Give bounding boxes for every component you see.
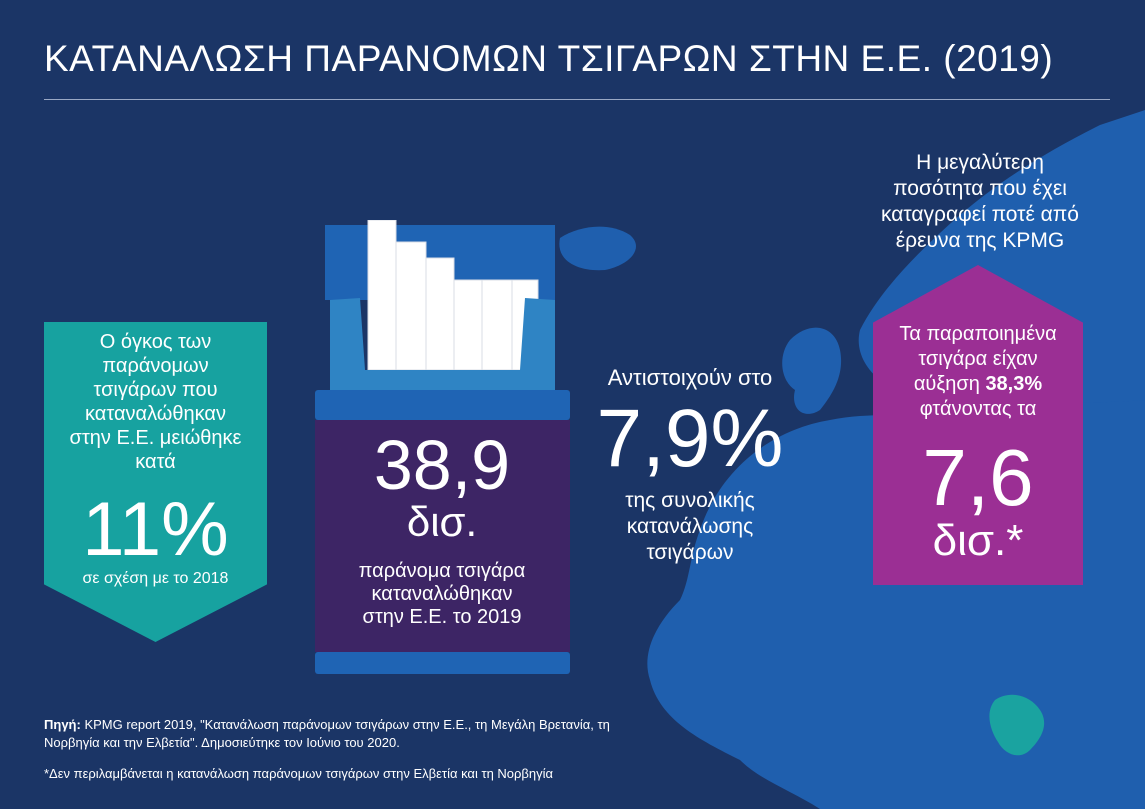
- source-text: KPMG report 2019, "Κατανάλωση παράνομων …: [44, 717, 610, 750]
- cigarette-pack-illustration: [315, 220, 570, 674]
- purple-line-2: τσιγάρα είχαν: [918, 348, 1038, 370]
- iceland-shape: [559, 226, 636, 271]
- source-note: Πηγή: KPMG report 2019, "Κατανάλωση παρά…: [44, 716, 664, 752]
- middle-bottom-text: της συνολικής κατανάλωσης τσιγάρων: [625, 489, 755, 564]
- purple-unit: δισ.*: [932, 516, 1024, 565]
- footnote: *Δεν περιλαμβάνεται η κατανάλωση παράνομ…: [44, 766, 554, 781]
- pack-unit: δισ.: [406, 498, 478, 545]
- title-divider: [44, 99, 1110, 100]
- purple-line-1: Τα παραποιημένα: [899, 323, 1057, 345]
- teal-panel-subtext: σε σχέση με το 2018: [82, 570, 229, 587]
- purple-line-3-text: αύξηση: [913, 373, 986, 395]
- purple-line-4: φτάνοντας τα: [919, 398, 1037, 420]
- right-top-text: Η μεγαλύτερη ποσότητα που έχει καταγραφε…: [881, 151, 1079, 252]
- page-title: ΚΑΤΑΝΑΛΩΣΗ ΠΑΡΑΝΟΜΩΝ ΤΣΙΓΑΡΩΝ ΣΤΗΝ Ε.Ε. …: [44, 38, 1054, 79]
- purple-value: 7,6: [922, 433, 1034, 522]
- purple-panel-text: Τα παραποιημένα τσιγάρα είχαν αύξηση 38,…: [873, 322, 1083, 422]
- middle-value: 7,9%: [596, 393, 784, 484]
- teal-panel-value: 11%: [82, 487, 229, 572]
- pack-text: παράνομα τσιγάρα καταναλώθηκαν στην Ε.Ε.…: [358, 560, 526, 628]
- middle-top-text: Αντιστοιχούν στο: [607, 365, 773, 390]
- source-label: Πηγή:: [44, 717, 81, 732]
- teal-arrow-panel: [44, 322, 267, 642]
- teal-panel-text: Ο όγκος των παράνομων τσιγάρων που καταν…: [69, 331, 242, 473]
- purple-increase-value: 38,3%: [985, 373, 1043, 395]
- greece-shape: [989, 694, 1045, 756]
- uk-shape: [782, 327, 842, 414]
- purple-line-3: αύξηση 38,3%: [873, 372, 1083, 397]
- pack-value: 38,9: [373, 426, 511, 504]
- purple-house-panel: [873, 265, 1083, 585]
